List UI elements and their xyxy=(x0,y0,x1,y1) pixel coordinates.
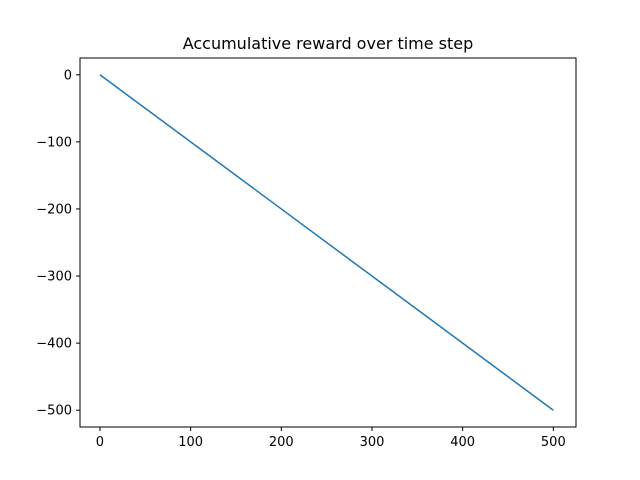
chart-title: Accumulative reward over time step xyxy=(183,34,474,53)
y-tick-label: −400 xyxy=(36,337,72,352)
x-tick-label: 500 xyxy=(541,435,566,450)
x-tick-label: 300 xyxy=(360,435,385,450)
y-tick-label: −500 xyxy=(36,404,72,419)
plot-area xyxy=(99,74,554,411)
y-tick-label: −100 xyxy=(36,135,72,150)
y-tick-label: −200 xyxy=(36,202,72,217)
y-tick-label: −300 xyxy=(36,270,72,285)
y-axis: 0 −100 −200 −300 −400 −500 xyxy=(36,68,80,419)
x-tick-label: 100 xyxy=(178,435,203,450)
x-tick-label: 0 xyxy=(96,435,104,450)
x-axis: 0 100 200 300 400 500 xyxy=(96,427,566,450)
series-line-0 xyxy=(99,74,554,411)
axes-frame xyxy=(79,57,577,428)
y-tick-label: 0 xyxy=(64,68,72,83)
x-tick-label: 400 xyxy=(450,435,475,450)
x-tick-label: 200 xyxy=(269,435,294,450)
